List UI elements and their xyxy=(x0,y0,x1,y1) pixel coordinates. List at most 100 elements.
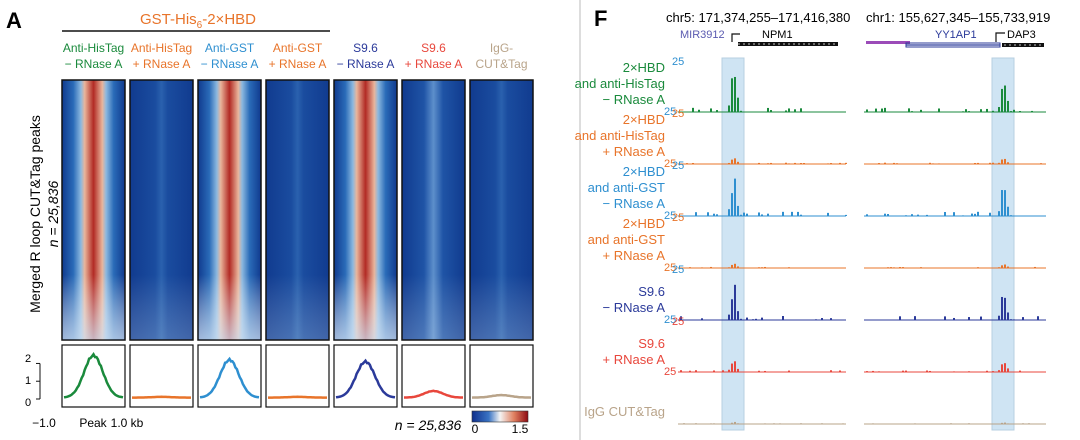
coverage-bar xyxy=(794,162,796,164)
profile-ytick-2: 2 xyxy=(25,353,31,365)
coverage-bar xyxy=(1001,88,1003,112)
coverage-bar xyxy=(716,110,718,112)
coverage-bar xyxy=(728,267,730,268)
coverage-bar xyxy=(932,163,934,164)
coverage-bar xyxy=(866,371,868,372)
gene-yy1ap1: YY1AP1 xyxy=(935,29,977,41)
coverage-bar xyxy=(734,158,736,164)
coverage-bar xyxy=(878,163,880,164)
coverage-bar xyxy=(839,162,841,164)
coverage-bar xyxy=(737,311,739,320)
coverage-bar xyxy=(737,368,739,372)
track-label-l1: 2×HBD xyxy=(623,112,665,127)
coverage-bar xyxy=(728,369,730,372)
coverage-bar xyxy=(689,370,691,372)
coverage-bar xyxy=(980,316,982,320)
coverage-bar xyxy=(800,163,802,164)
coverage-bar xyxy=(938,108,940,112)
coverage-bar xyxy=(695,212,697,216)
coverage-bar xyxy=(785,110,787,112)
coverage-bar xyxy=(770,162,772,164)
coverage-bar xyxy=(1007,423,1009,424)
coverage-bar xyxy=(761,267,763,268)
coverage-bar xyxy=(731,159,733,164)
coverage-bar xyxy=(752,319,754,320)
coverage-bar xyxy=(713,370,715,372)
heatmap-fade xyxy=(266,80,329,340)
coverage-bar xyxy=(977,162,979,164)
coverage-bar xyxy=(740,110,742,112)
track-label-l3: − RNase A xyxy=(602,196,665,211)
coverage-bar xyxy=(902,267,904,268)
profile-frame xyxy=(333,344,398,408)
coverage-bar xyxy=(788,267,790,268)
coverage-bar xyxy=(698,109,700,112)
coverage-bar xyxy=(953,212,955,216)
coverage-bar xyxy=(911,111,913,112)
coverage-bar xyxy=(1010,319,1012,320)
heatmap-n-label: n = 25,836 xyxy=(45,181,61,248)
track-label-l3: + RNase A xyxy=(602,352,665,367)
coverage-bar xyxy=(887,267,889,268)
coverage-bar xyxy=(731,422,733,424)
coverage-bar xyxy=(893,162,895,164)
coverage-bar xyxy=(992,110,994,112)
coverage-bar xyxy=(785,162,787,164)
coverage-bar xyxy=(779,423,781,424)
coverage-bar xyxy=(989,162,991,164)
coverage-bar xyxy=(1004,363,1006,372)
coverage-bar xyxy=(899,316,901,320)
track-label-l3: − RNase A xyxy=(602,92,665,107)
coverage-bar xyxy=(1007,206,1009,216)
coverage-bar xyxy=(1007,368,1009,372)
coverage-bar xyxy=(968,423,970,424)
coverage-bar xyxy=(977,267,979,268)
heatmap-column-1: Anti-HisTag + RNase A xyxy=(129,41,194,408)
coverage-bar xyxy=(743,212,745,216)
coverage-bar xyxy=(731,264,733,268)
highlight-yy1ap1 xyxy=(991,57,1015,431)
coverage-bar xyxy=(800,423,802,424)
column-label-1: S9.6 xyxy=(353,41,378,55)
coverage-bar xyxy=(728,162,730,164)
heatmap-column-4: S9.6 − RNase A xyxy=(333,41,398,408)
coverage-bar xyxy=(890,267,892,268)
column-label-2: − RNase A xyxy=(201,57,259,71)
coverage-bar xyxy=(938,163,940,164)
coverage-bar xyxy=(821,318,823,320)
profile-line xyxy=(199,356,260,399)
column-label-2: + RNase A xyxy=(405,57,463,71)
coverage-bar xyxy=(1001,190,1003,216)
coverage-bar xyxy=(905,215,907,216)
coverage-bar xyxy=(1013,109,1015,112)
profile-line xyxy=(404,389,463,399)
coverage-bar xyxy=(773,423,775,424)
locus-1: chr5: 171,374,255–171,416,380 xyxy=(666,10,850,25)
coverage-bar xyxy=(884,213,886,216)
coverage-bar xyxy=(701,267,703,268)
coverage-bar xyxy=(905,370,907,372)
track-scale-base: 25 xyxy=(664,210,676,222)
heatmap-fade xyxy=(470,80,533,340)
coverage-bar xyxy=(998,315,1000,320)
coverage-bar xyxy=(944,211,946,216)
coverage-bar xyxy=(1007,312,1009,320)
coverage-bar xyxy=(953,317,955,320)
track-scale-base: 25 xyxy=(664,366,676,378)
coverage-bar xyxy=(902,370,904,372)
locus-2: chr1: 155,627,345–155,733,919 xyxy=(866,10,1050,25)
profile-line xyxy=(268,395,327,399)
xaxis-mid: Peak xyxy=(79,416,107,430)
track-label-l2: and anti-HisTag xyxy=(575,76,665,91)
coverage-bar xyxy=(989,212,991,216)
coverage-bar xyxy=(782,211,784,216)
heatmap-ylabel: Merged R loop CUT&Tag peaks xyxy=(27,115,43,313)
coverage-bar xyxy=(821,423,823,424)
profile-line xyxy=(471,393,532,399)
coverage-bar xyxy=(800,214,802,216)
track-scale-base: 25 xyxy=(664,314,676,326)
coverage-bar xyxy=(881,108,883,112)
coverage-bar xyxy=(755,318,757,320)
